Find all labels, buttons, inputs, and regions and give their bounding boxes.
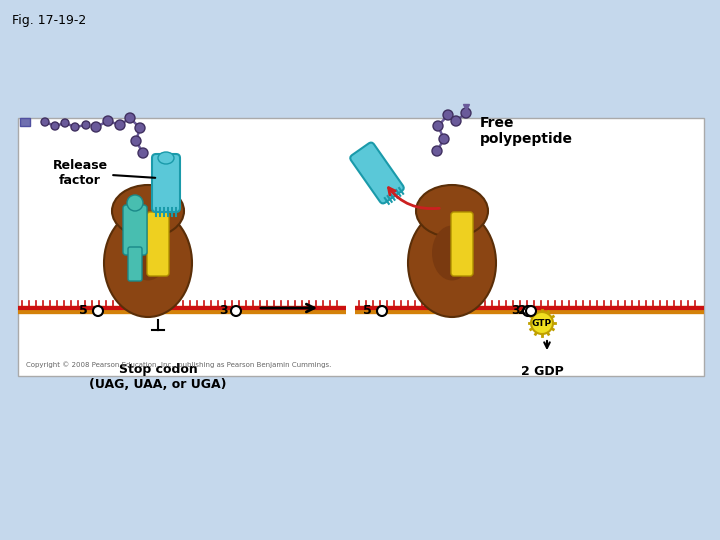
Circle shape bbox=[377, 306, 387, 316]
Text: Stop codon
(UAG, UAA, or UGA): Stop codon (UAG, UAA, or UGA) bbox=[89, 363, 227, 391]
FancyBboxPatch shape bbox=[123, 205, 147, 255]
Circle shape bbox=[433, 121, 443, 131]
Circle shape bbox=[125, 113, 135, 123]
FancyBboxPatch shape bbox=[147, 212, 169, 276]
Ellipse shape bbox=[416, 185, 488, 237]
Ellipse shape bbox=[432, 226, 472, 280]
Bar bbox=[20, 118, 30, 126]
Circle shape bbox=[461, 108, 471, 118]
Circle shape bbox=[443, 110, 453, 120]
Ellipse shape bbox=[128, 226, 168, 280]
FancyBboxPatch shape bbox=[152, 154, 180, 212]
Circle shape bbox=[526, 306, 536, 316]
Circle shape bbox=[231, 306, 241, 316]
Circle shape bbox=[131, 136, 141, 146]
Text: Free
polypeptide: Free polypeptide bbox=[480, 116, 573, 146]
Text: GTP: GTP bbox=[532, 319, 552, 327]
FancyBboxPatch shape bbox=[451, 212, 473, 276]
Circle shape bbox=[523, 306, 533, 316]
FancyBboxPatch shape bbox=[128, 247, 142, 281]
Text: 2 GDP: 2 GDP bbox=[521, 365, 563, 378]
Circle shape bbox=[41, 118, 49, 126]
Ellipse shape bbox=[104, 209, 192, 317]
Text: 5: 5 bbox=[364, 305, 372, 318]
Text: 3: 3 bbox=[511, 305, 520, 318]
Ellipse shape bbox=[112, 185, 184, 237]
FancyBboxPatch shape bbox=[350, 143, 404, 204]
Circle shape bbox=[138, 148, 148, 158]
Circle shape bbox=[432, 146, 442, 156]
Circle shape bbox=[135, 123, 145, 133]
Circle shape bbox=[51, 122, 59, 130]
Circle shape bbox=[451, 116, 461, 126]
Text: 5: 5 bbox=[79, 305, 88, 318]
Text: Fig. 17-19-2: Fig. 17-19-2 bbox=[12, 14, 86, 27]
Text: 3: 3 bbox=[220, 305, 228, 318]
Circle shape bbox=[115, 120, 125, 130]
Circle shape bbox=[93, 306, 103, 316]
Circle shape bbox=[531, 312, 553, 334]
Circle shape bbox=[439, 134, 449, 144]
Circle shape bbox=[127, 195, 143, 211]
Circle shape bbox=[82, 121, 90, 129]
Circle shape bbox=[71, 123, 79, 131]
Ellipse shape bbox=[158, 152, 174, 164]
Text: Copyright © 2008 Pearson Education, Inc., publishing as Pearson Benjamin Cumming: Copyright © 2008 Pearson Education, Inc.… bbox=[26, 361, 331, 368]
Bar bbox=[18, 118, 704, 376]
Circle shape bbox=[91, 122, 101, 132]
Circle shape bbox=[103, 116, 113, 126]
Ellipse shape bbox=[408, 209, 496, 317]
Text: 2: 2 bbox=[518, 305, 526, 318]
Text: Release
factor: Release factor bbox=[53, 159, 156, 187]
Circle shape bbox=[61, 119, 69, 127]
